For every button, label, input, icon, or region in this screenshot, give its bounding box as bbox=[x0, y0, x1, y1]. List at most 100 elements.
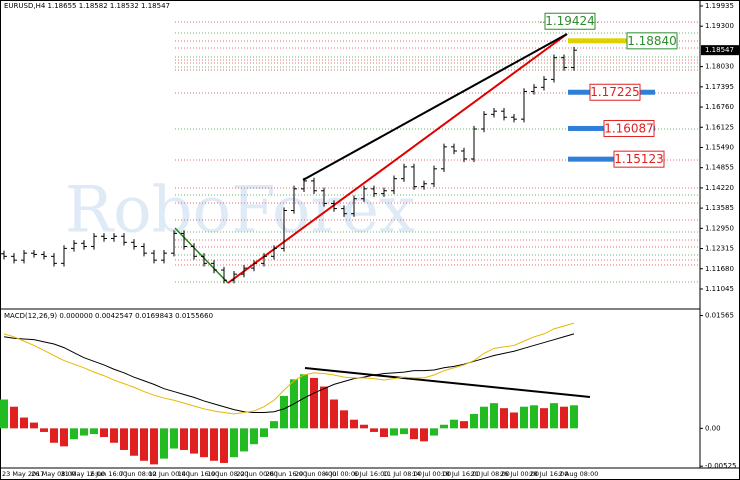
histogram-bar bbox=[280, 395, 288, 429]
y-tick-label: 1.14855 bbox=[705, 164, 734, 172]
histogram-bar bbox=[420, 428, 428, 442]
x-tick-label: 26 Jun 16:00 bbox=[266, 470, 307, 478]
level-label: 1.18840 bbox=[627, 34, 677, 48]
histogram-bar bbox=[370, 428, 378, 432]
y-tick-label: 0.01565 bbox=[705, 312, 734, 320]
symbol-header: EURUSD,H4 1.18655 1.18582 1.18532 1.1854… bbox=[4, 2, 170, 10]
histogram-bar bbox=[380, 428, 388, 437]
divergence-line bbox=[304, 367, 591, 398]
x-tick-label: 14 Jun 16:00 bbox=[178, 470, 219, 478]
x-tick-label: 18 Jul 16:00 bbox=[442, 470, 481, 478]
histogram-bar bbox=[490, 403, 498, 429]
x-tick-label: 2 Aug 08:00 bbox=[559, 470, 599, 478]
histogram-bar bbox=[120, 428, 128, 450]
histogram-bar bbox=[0, 399, 8, 429]
histogram-bar bbox=[30, 422, 38, 429]
x-tick-label: 28 Jul 16:00 bbox=[529, 470, 568, 478]
x-tick-label: 11 Jul 08:00 bbox=[383, 470, 422, 478]
level-label: 1.16087 bbox=[604, 121, 654, 135]
histogram-bar bbox=[340, 410, 348, 429]
y-tick-label: 1.19935 bbox=[705, 2, 734, 10]
histogram-bar bbox=[570, 405, 578, 429]
y-tick-label: 1.18030 bbox=[705, 63, 734, 71]
histogram-bar bbox=[210, 428, 218, 461]
histogram-bar bbox=[100, 428, 108, 437]
x-tick-label: 29 Jun 08:00 bbox=[295, 470, 336, 478]
histogram-bar bbox=[410, 428, 418, 440]
signal-line bbox=[3, 333, 575, 413]
histogram-bar bbox=[230, 428, 238, 458]
main-line bbox=[3, 322, 575, 415]
histogram-bar bbox=[20, 417, 28, 429]
histogram-bar bbox=[260, 428, 268, 437]
x-tick-label: 21 Jul 08:00 bbox=[471, 470, 510, 478]
fibonacci-levels bbox=[175, 21, 700, 283]
indicator-title: MACD(12,26,9) 0.000000 0.0042547 0.01698… bbox=[4, 312, 213, 320]
histogram-bar bbox=[540, 408, 548, 429]
y-tick-label: 1.13585 bbox=[705, 204, 734, 212]
level-label: 1.17225 bbox=[590, 85, 640, 99]
histogram-bar bbox=[520, 406, 528, 429]
histogram-bar bbox=[300, 374, 308, 429]
x-tick-label: 22 Jun 00:00 bbox=[236, 470, 277, 478]
y-tick-label: 1.15490 bbox=[705, 143, 734, 151]
histogram-bar bbox=[70, 428, 78, 440]
y-tick-label: 1.11045 bbox=[705, 285, 734, 293]
level-bar bbox=[568, 156, 655, 162]
histogram-bar bbox=[160, 428, 168, 459]
histogram-bar bbox=[460, 421, 468, 429]
level-box bbox=[626, 32, 678, 50]
histogram-bar bbox=[50, 428, 58, 443]
histogram-bar bbox=[450, 419, 458, 429]
x-tick-label: 23 May 2017 bbox=[2, 470, 44, 478]
y-tick-label: 1.17395 bbox=[705, 83, 734, 91]
histogram-bar bbox=[480, 406, 488, 429]
histogram-bar bbox=[110, 428, 118, 443]
x-tick-label: 7 Jun 08:00 bbox=[119, 470, 156, 478]
y-tick-label: 0.00 bbox=[705, 424, 721, 432]
histogram-bar bbox=[220, 428, 228, 463]
level-box bbox=[589, 83, 641, 101]
histogram-bar bbox=[560, 406, 568, 429]
histogram-bar bbox=[90, 428, 98, 435]
histogram-bar bbox=[140, 428, 148, 461]
x-tick-label: 19 Jun 08:00 bbox=[207, 470, 248, 478]
x-tick-label: 4 Jul 00:00 bbox=[324, 470, 359, 478]
x-tick-label: 2 Jun 16:00 bbox=[90, 470, 127, 478]
level-label: 1.19424 bbox=[545, 14, 595, 28]
y-tick-label: 1.12950 bbox=[705, 224, 734, 232]
histogram-bar bbox=[550, 403, 558, 429]
x-tick-label: 14 Jul 00:00 bbox=[412, 470, 451, 478]
histogram-bar bbox=[470, 413, 478, 429]
y-tick-label: 1.11680 bbox=[705, 265, 734, 273]
y-tick-label: 1.16125 bbox=[705, 123, 734, 131]
histogram-bar bbox=[240, 428, 248, 452]
histogram-bar bbox=[530, 405, 538, 429]
histogram-bar bbox=[190, 428, 198, 454]
y-tick-label: 1.14220 bbox=[705, 184, 734, 192]
current-price-box bbox=[701, 45, 739, 56]
y-tick-label: 1.19300 bbox=[705, 22, 734, 30]
y-tick-label: 1.12315 bbox=[705, 245, 734, 253]
current-price-label: 1.18547 bbox=[705, 46, 734, 54]
histogram-bar bbox=[250, 428, 258, 445]
histogram-bar bbox=[430, 428, 438, 436]
histogram-bar bbox=[360, 424, 368, 429]
histogram-bar bbox=[10, 406, 18, 429]
x-tick-label: 26 Jul 00:00 bbox=[500, 470, 539, 478]
histogram-bar bbox=[270, 421, 278, 429]
histogram-bar bbox=[180, 428, 188, 450]
histogram-bar bbox=[320, 386, 328, 429]
histogram-bar bbox=[80, 428, 88, 436]
level-box bbox=[544, 12, 596, 30]
y-tick-label: 1.16760 bbox=[705, 103, 734, 111]
histogram-bar bbox=[510, 412, 518, 429]
histogram-bar bbox=[40, 428, 48, 432]
histogram-bar bbox=[200, 428, 208, 458]
level-box bbox=[613, 150, 665, 168]
x-tick-label: 26 May 08:00 bbox=[31, 470, 76, 478]
histogram-bar bbox=[500, 408, 508, 429]
histogram-bar bbox=[130, 428, 138, 456]
x-tick-label: 12 Jun 00:00 bbox=[149, 470, 190, 478]
